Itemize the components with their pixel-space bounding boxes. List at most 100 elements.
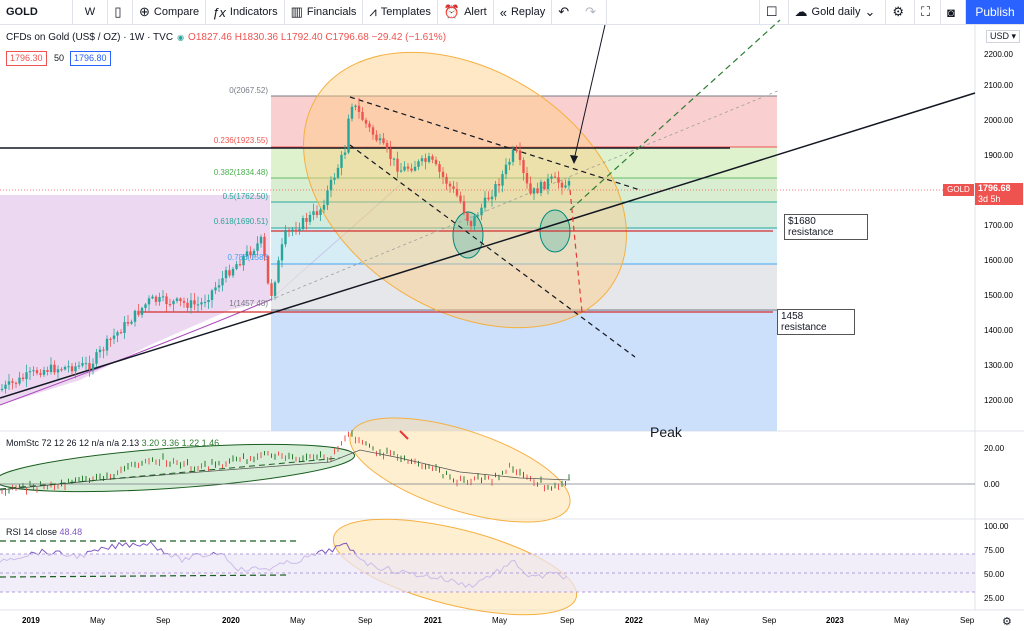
time-tick: 2022	[625, 616, 643, 625]
indicators-button[interactable]: ƒx Indicators	[206, 0, 285, 24]
candle-body	[557, 177, 560, 183]
candle-body	[536, 188, 539, 194]
fib-label: 0.618(1690.51)	[214, 217, 269, 226]
chevron-down-icon: ⌄	[864, 4, 876, 19]
fib-label: 0.236(1923.55)	[214, 136, 269, 145]
candle-body	[161, 296, 165, 298]
fib-label: 0.382(1834.48)	[214, 168, 269, 177]
candle-body	[529, 183, 532, 194]
candle-body	[361, 111, 364, 120]
candle-body	[154, 296, 158, 302]
rsi-tick: 25.00	[984, 594, 1005, 603]
redo-icon: ↷	[585, 4, 597, 19]
candle-body	[116, 332, 119, 336]
candle-body	[256, 243, 259, 251]
candle-body	[53, 364, 56, 373]
candle-body	[424, 158, 427, 162]
templates-label: Templates	[380, 6, 431, 18]
candle-body	[371, 127, 375, 135]
candle-body	[7, 381, 11, 385]
time-tick: Sep	[960, 616, 975, 625]
candle-body	[263, 236, 266, 257]
candle-body	[252, 250, 256, 255]
currency-selector[interactable]: USD ▾	[986, 30, 1021, 43]
spread-value: 50	[54, 53, 65, 63]
resistance-note-1680[interactable]: $1680 resistance	[784, 214, 868, 240]
candle-body	[312, 211, 315, 215]
price-axis[interactable]: 2200.00 2100.00 2000.00 1900.00 1700.00 …	[984, 50, 1013, 603]
candle-body	[168, 304, 172, 306]
candle-body	[550, 176, 553, 179]
fullscreen-button[interactable]: ⛶	[915, 0, 942, 24]
rsi-tick: 100.00	[984, 522, 1009, 531]
candle-body	[18, 377, 21, 384]
candle-body	[448, 183, 452, 187]
candle-body	[315, 211, 319, 216]
candle-body	[308, 214, 312, 222]
candle-body	[319, 209, 322, 216]
candle-body	[88, 363, 91, 370]
symbol-search[interactable]: GOLD	[0, 0, 73, 24]
candle-body	[347, 118, 350, 153]
layout-name-label: Gold daily	[811, 6, 861, 18]
down-trend-dashed-upper	[349, 96, 641, 191]
candle-body	[354, 105, 357, 107]
candle-body	[214, 287, 217, 291]
financials-button[interactable]: ▥ Financials	[285, 0, 364, 24]
candle-body	[0, 388, 4, 390]
momentum-title: MomStc 72 12 26 12 n/a n/a 2.13	[6, 438, 140, 448]
main-legend: CFDs on Gold (US$ / OZ) · 1W · TVC ◉ O18…	[6, 32, 446, 43]
layout-menu[interactable]: ☁ Gold daily ⌄	[789, 0, 887, 24]
bid-price-box[interactable]: 1796.30	[6, 51, 47, 66]
templates-button[interactable]: ⩘ Templates	[363, 0, 438, 24]
replay-button[interactable]: «Replay	[494, 0, 553, 24]
select-checkbox[interactable]: ☐	[758, 0, 789, 24]
candle-body	[151, 296, 154, 299]
interval-button[interactable]: W	[73, 0, 108, 24]
candle-body	[245, 251, 249, 257]
ask-price-box[interactable]: 1796.80	[70, 51, 111, 66]
price-tick: 2200.00	[984, 50, 1013, 59]
candle-body	[336, 167, 340, 178]
momentum-tick: 0.00	[984, 480, 1000, 489]
candle-body	[42, 370, 46, 375]
candle-body	[186, 302, 189, 308]
resistance-note-1458[interactable]: 1458 resistance	[777, 309, 855, 335]
undo-icon: ↶	[558, 4, 570, 19]
bar-chart-icon: ▥	[290, 4, 303, 19]
candle-body	[287, 229, 291, 231]
camera-icon: ◙	[947, 4, 955, 20]
rsi-legend[interactable]: RSI 14 close 48.48	[6, 527, 82, 537]
price-tick: 2100.00	[984, 81, 1013, 90]
snapshot-button[interactable]: ◙	[941, 0, 966, 24]
candle-body	[466, 212, 469, 222]
publish-button[interactable]: Publish	[966, 0, 1024, 24]
candle-body	[210, 290, 214, 300]
time-axis[interactable]: 2019 May Sep 2020 May Sep 2021 May Sep 2…	[22, 616, 975, 625]
alert-button[interactable]: ⏰ Alert	[438, 0, 494, 24]
candle-body	[375, 134, 378, 141]
momentum-legend[interactable]: MomStc 72 12 26 12 n/a n/a 2.13 3.20 3.3…	[6, 438, 219, 448]
candle-body	[567, 181, 571, 186]
red-arrow-stub	[399, 430, 409, 440]
undo-button[interactable]: ↶	[552, 0, 579, 24]
chart-style-button[interactable]: ▯	[108, 0, 133, 24]
candle-body	[158, 297, 161, 302]
time-tick: Sep	[156, 616, 171, 625]
indicators-label: Indicators	[229, 6, 278, 18]
purple-channel-zone	[0, 195, 270, 405]
alert-label: Alert	[464, 6, 487, 18]
candle-body	[399, 170, 403, 172]
settings-button[interactable]: ⚙	[886, 0, 916, 24]
redo-button[interactable]: ↷	[579, 0, 608, 24]
compare-button[interactable]: ⊕ Compare	[133, 0, 207, 24]
candle-body	[301, 218, 305, 230]
current-price-value: 1796.68	[978, 183, 1011, 193]
symbol-price-tag: GOLD	[943, 184, 974, 196]
candle-body	[280, 244, 284, 261]
axis-settings-icon[interactable]: ⚙	[1002, 616, 1012, 628]
candle-body	[228, 270, 231, 276]
rsi-tick: 50.00	[984, 570, 1005, 579]
candle-body	[49, 364, 53, 372]
